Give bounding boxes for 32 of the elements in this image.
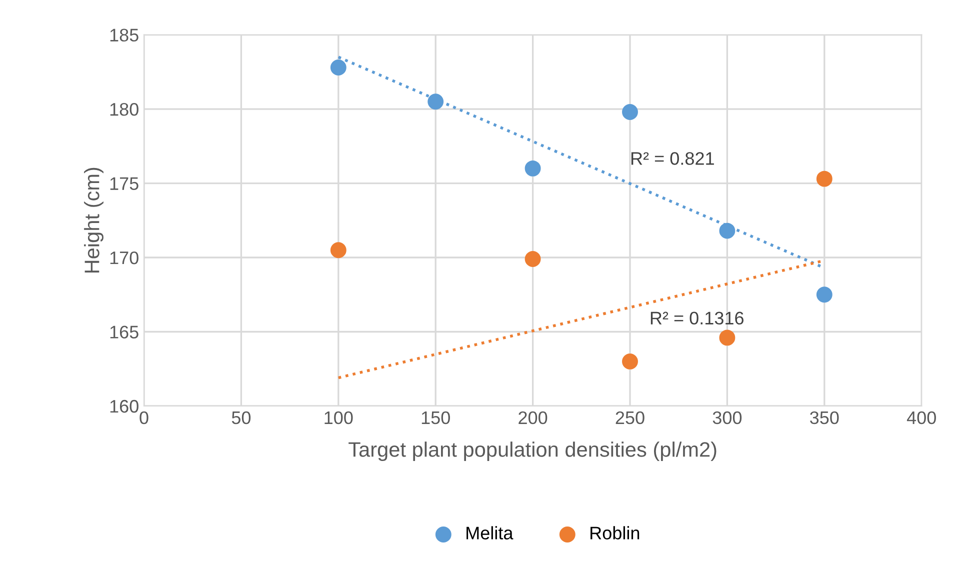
x-tick-label: 350 <box>810 411 839 424</box>
point <box>428 94 444 110</box>
x-tick-label: 150 <box>422 411 450 424</box>
point <box>816 170 832 187</box>
x-tick-label: 200 <box>518 411 548 424</box>
legend-label: Melita <box>466 526 514 540</box>
y-tick-label: 165 <box>110 326 138 338</box>
y-axis-title: Height (cm) <box>84 168 104 273</box>
y-tick-label: 160 <box>110 400 138 413</box>
y-tick-label: 175 <box>110 177 138 190</box>
x-tick-label: 250 <box>616 411 644 424</box>
point <box>622 353 638 370</box>
y-tick-label: 185 <box>110 28 138 42</box>
x-tick-label: 100 <box>324 411 353 424</box>
y-tick-label: 170 <box>110 251 138 264</box>
x-tick-label: 0 <box>140 411 148 424</box>
point <box>524 160 541 176</box>
x-tick-label: 300 <box>712 411 742 424</box>
x-tick-label: 400 <box>906 411 936 424</box>
annotation: R² = 0.821 <box>631 152 714 165</box>
point <box>330 242 346 258</box>
point <box>816 286 832 303</box>
point <box>719 330 736 346</box>
point <box>622 104 638 120</box>
point <box>330 59 346 76</box>
x-axis-title: Target plant population densities (pl/m2) <box>348 442 716 461</box>
x-tick-label: 50 <box>232 411 251 424</box>
legend-label: Roblin <box>590 526 640 540</box>
annotation: R² = 0.1316 <box>650 312 744 325</box>
point <box>719 222 736 239</box>
y-tick-label: 180 <box>110 102 138 116</box>
point <box>524 251 541 267</box>
